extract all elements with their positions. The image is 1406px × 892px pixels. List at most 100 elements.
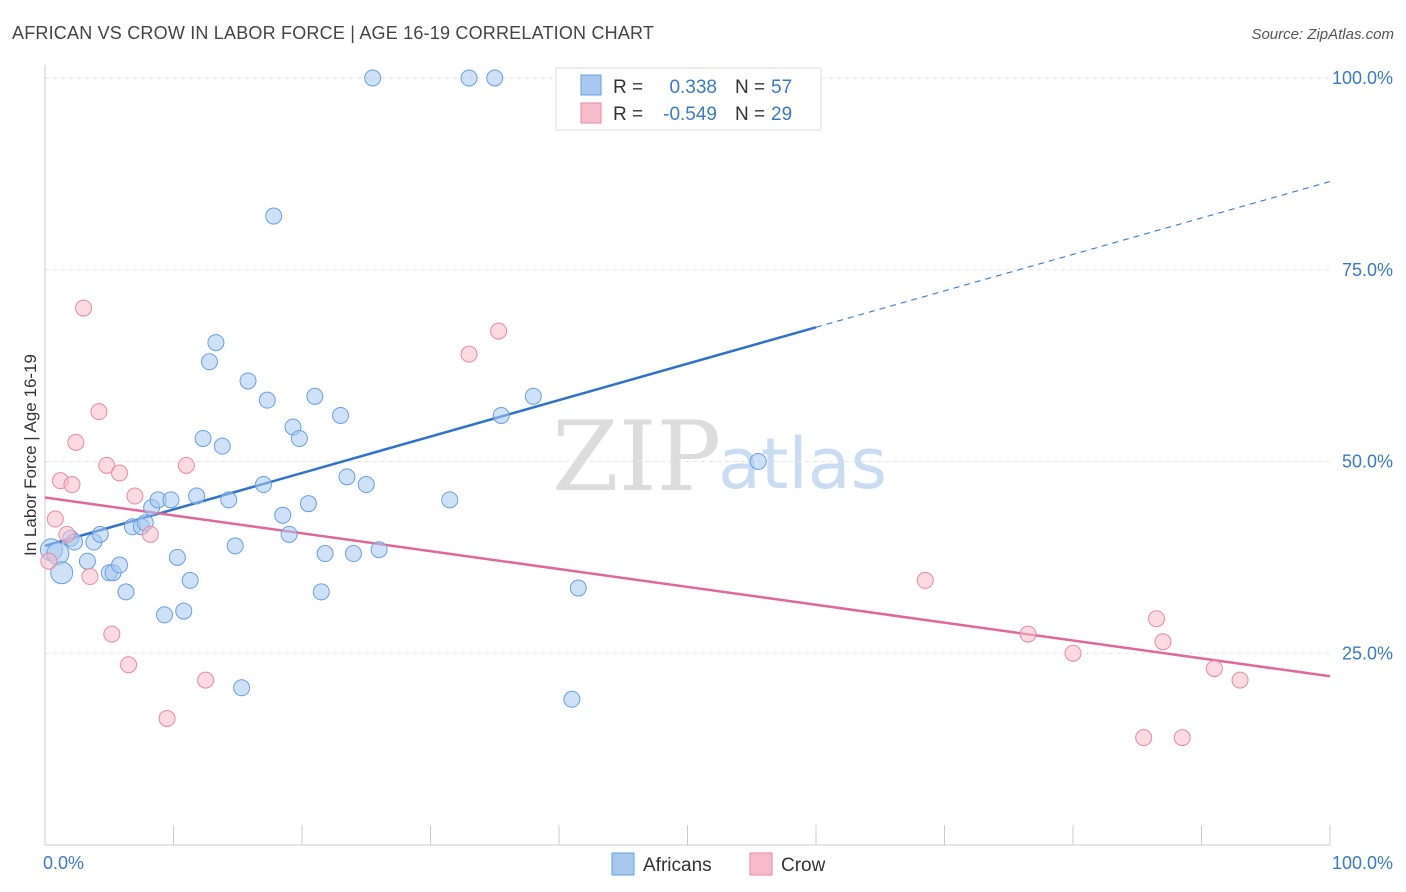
legend-n-label-africans: N = (735, 77, 765, 98)
tick-labels: 25.0% 50.0% 75.0% 100.0% 0.0% 100.0% (43, 68, 1393, 873)
point-africans (188, 487, 206, 505)
point-crow (1173, 729, 1191, 747)
point-crow (141, 525, 159, 543)
point-africans (117, 583, 135, 601)
point-africans (299, 495, 317, 513)
point-africans (91, 525, 109, 543)
legend-n-value-crow: 29 (771, 104, 792, 125)
legend-swatch-crow (580, 102, 602, 124)
point-africans (524, 387, 542, 405)
point-africans (357, 476, 375, 494)
point-crow (81, 568, 99, 586)
point-africans (460, 69, 478, 87)
point-africans (168, 548, 186, 566)
legend-n-label-crow: N = (735, 104, 765, 125)
y-tick-label: 75.0% (1342, 260, 1393, 280)
point-africans (492, 406, 510, 424)
point-africans (563, 690, 581, 708)
point-africans (344, 545, 362, 563)
y-tick-label: 50.0% (1342, 452, 1393, 472)
point-africans (338, 468, 356, 486)
point-africans (111, 556, 129, 574)
point-africans (749, 453, 767, 470)
point-africans (194, 429, 212, 447)
trendline-crow (44, 496, 1331, 678)
point-crow (490, 322, 508, 340)
chart-title: AFRICAN VS CROW IN LABOR FORCE | AGE 16-… (12, 23, 654, 43)
point-crow (460, 345, 478, 363)
point-africans (226, 537, 244, 555)
point-crow (63, 476, 81, 494)
point-africans (156, 606, 174, 624)
point-africans (370, 541, 388, 559)
series-legend-label-crow: Crow (781, 855, 826, 876)
point-crow (103, 625, 121, 643)
point-crow (1019, 625, 1037, 643)
point-crow (1135, 729, 1153, 747)
point-africans (280, 525, 298, 543)
point-crow (111, 464, 129, 482)
point-africans (213, 437, 231, 455)
point-crow (126, 487, 144, 505)
gridlines (45, 77, 1330, 654)
y-axis-label: In Labor Force | Age 16-19 (21, 354, 40, 556)
stats-legend: R = 0.338 N = 57 R = -0.549 N = 29 (555, 67, 822, 131)
point-africans (569, 579, 587, 597)
legend-n-value-africans: 57 (771, 77, 792, 98)
point-africans (200, 353, 218, 371)
point-crow (197, 671, 215, 689)
point-crow (1064, 644, 1082, 662)
point-crow (90, 403, 108, 421)
point-africans (220, 491, 238, 509)
series-legend-swatch-crow (749, 852, 773, 876)
series-legend: Africans Crow (611, 852, 826, 876)
point-crow (1154, 633, 1172, 651)
watermark: ZIP atlas (552, 401, 887, 513)
point-africans (254, 476, 272, 494)
watermark-atlas: atlas (718, 423, 887, 505)
point-crow (75, 299, 93, 317)
point-africans (207, 334, 225, 352)
watermark-zip: ZIP (552, 401, 721, 513)
point-africans (78, 552, 96, 570)
point-africans (332, 406, 350, 424)
legend-r-value-africans: 0.338 (669, 77, 717, 98)
point-crow (158, 709, 176, 727)
series-legend-label-africans: Africans (643, 855, 712, 876)
point-africans (181, 571, 199, 589)
point-crow (46, 510, 64, 528)
y-tick-label: 25.0% (1342, 643, 1393, 663)
point-crow (916, 571, 934, 589)
legend-r-label-crow: R = (613, 104, 643, 125)
point-crow (177, 456, 195, 474)
y-tick-label: 100.0% (1332, 68, 1393, 88)
point-africans (50, 561, 74, 585)
point-africans (265, 207, 283, 225)
data-points (39, 69, 1249, 747)
point-africans (441, 491, 459, 509)
point-crow (1231, 671, 1249, 689)
trendline-africans-extension (815, 181, 1331, 328)
legend-r-label-africans: R = (613, 77, 643, 98)
x-tick-label: 100.0% (1332, 853, 1393, 873)
point-crow (67, 433, 85, 451)
point-crow (1205, 660, 1223, 678)
point-crow (98, 456, 116, 474)
point-africans (316, 545, 334, 563)
point-crow (1148, 610, 1166, 628)
chart-source: Source: ZipAtlas.com (1251, 26, 1394, 43)
point-africans (175, 602, 193, 620)
x-tick-label: 0.0% (43, 853, 84, 873)
series-legend-swatch-africans (611, 852, 635, 876)
point-africans (312, 583, 330, 601)
point-africans (290, 429, 308, 447)
point-africans (162, 491, 180, 509)
point-africans (258, 391, 276, 409)
trendlines (44, 181, 1331, 678)
point-africans (239, 372, 257, 390)
trendline-africans (44, 326, 817, 548)
point-crow (120, 656, 138, 674)
legend-swatch-africans (580, 74, 602, 96)
point-crow (58, 525, 76, 543)
